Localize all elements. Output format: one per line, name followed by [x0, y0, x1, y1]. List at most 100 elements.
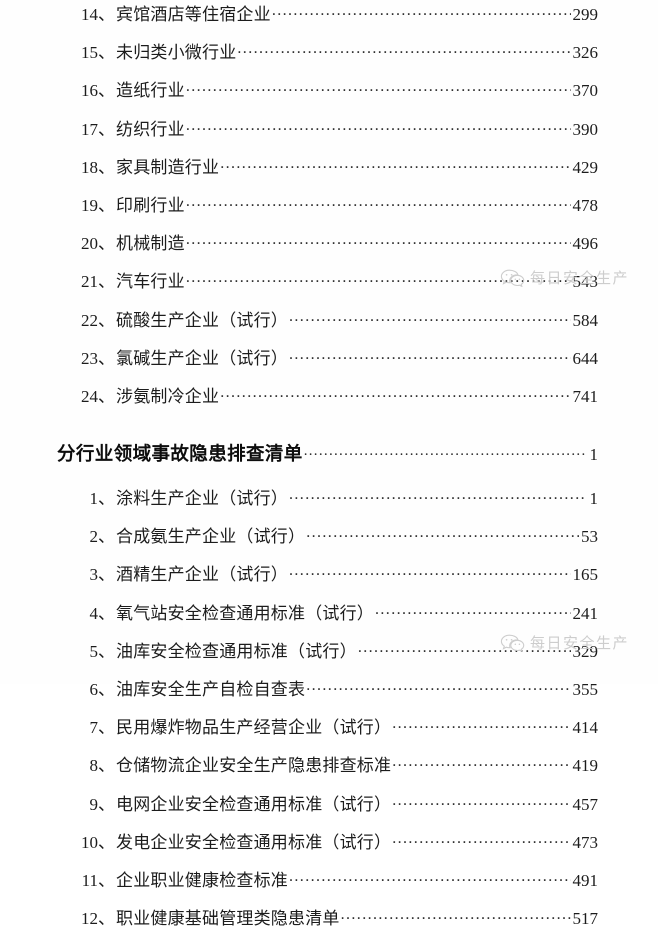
toc-entry-page: 543 — [572, 272, 599, 292]
toc-entry[interactable]: 17、纺织行业 390 — [0, 115, 658, 153]
toc-entry-label: 宾馆酒店等住宿企业 — [116, 5, 271, 24]
toc-entry[interactable]: 18、家具制造行业 429 — [0, 153, 658, 191]
toc-entry-page: 491 — [572, 870, 599, 890]
toc-section-heading[interactable]: 分行业领域事故隐患排查清单 1 — [0, 440, 658, 484]
dot-leader — [289, 564, 571, 580]
toc-entry-separator: 、 — [98, 718, 115, 738]
dot-leader — [289, 488, 586, 504]
dot-leader — [186, 233, 571, 249]
toc-entry-label: 氧气站安全检查通用标准（试行） — [116, 603, 374, 623]
dot-leader — [186, 271, 571, 287]
toc-entry[interactable]: 7、民用爆炸物品生产经营企业（试行） 414 — [0, 713, 658, 751]
toc-entry[interactable]: 20、机械制造 496 — [0, 229, 658, 267]
dot-leader — [392, 717, 570, 733]
toc-entry-page: 299 — [572, 5, 599, 24]
toc-entry[interactable]: 11、企业职业健康检查标准 491 — [0, 866, 658, 904]
toc-entry[interactable]: 5、油库安全检查通用标准（试行） 329 — [0, 637, 658, 675]
toc-entry-separator: 、 — [98, 81, 115, 101]
toc-entry-page: 165 — [572, 565, 599, 585]
toc-entry-separator: 、 — [98, 565, 115, 585]
dot-leader — [220, 386, 570, 402]
toc-entry[interactable]: 9、电网企业安全检查通用标准（试行） 457 — [0, 790, 658, 828]
dot-leader — [392, 832, 570, 848]
toc-entry[interactable]: 14、宾馆酒店等住宿企业 299 — [0, 0, 658, 38]
toc-entry-label: 涉氨制冷企业 — [116, 386, 220, 406]
toc-entry-number: 12 — [81, 909, 98, 929]
toc-entry-number: 16 — [81, 81, 98, 101]
toc-entry-label: 仓储物流企业安全生产隐患排查标准 — [116, 756, 392, 776]
dot-leader — [289, 348, 571, 364]
toc-entry-page: 741 — [572, 386, 599, 406]
toc-entry[interactable]: 21、汽车行业 543 — [0, 267, 658, 305]
toc-entry-label: 未归类小微行业 — [116, 43, 237, 63]
toc-entry-label: 合成氨生产企业（试行） — [116, 527, 306, 547]
toc-entry[interactable]: 24、涉氨制冷企业 741 — [0, 382, 658, 420]
dot-leader — [289, 310, 571, 326]
toc-entry-label: 汽车行业 — [116, 272, 185, 292]
toc-entry-page: 496 — [572, 234, 599, 254]
toc-entry-number: 21 — [81, 272, 98, 292]
toc-entry[interactable]: 6、油库安全生产自检自查表 355 — [0, 675, 658, 713]
toc-entry-separator: 、 — [98, 5, 115, 24]
section-spacer — [0, 420, 658, 440]
toc-entry-page: 457 — [572, 794, 599, 814]
toc-entry-number: 23 — [81, 348, 98, 368]
toc-continued-list: 14、宾馆酒店等住宿企业29915、未归类小微行业32616、造纸行业37017… — [0, 0, 658, 420]
toc-entry[interactable]: 15、未归类小微行业 326 — [0, 38, 658, 76]
toc-entry-separator: 、 — [98, 310, 115, 330]
toc-entry[interactable]: 23、氯碱生产企业（试行） 644 — [0, 344, 658, 382]
dot-leader — [392, 755, 570, 771]
toc-entry-number: 22 — [81, 310, 98, 330]
toc-entry-number: 2 — [89, 527, 99, 547]
toc-entry-label: 职业健康基础管理类隐患清单 — [116, 909, 340, 929]
toc-entry[interactable]: 22、硫酸生产企业（试行） 584 — [0, 306, 658, 344]
toc-entry-separator: 、 — [98, 870, 115, 890]
toc-entry-separator: 、 — [98, 756, 115, 776]
dot-leader — [304, 444, 586, 460]
toc-entry-number: 19 — [81, 195, 98, 215]
toc-entry[interactable]: 8、仓储物流企业安全生产隐患排查标准 419 — [0, 751, 658, 789]
toc-entry[interactable]: 12、职业健康基础管理类隐患清单 517 — [0, 904, 658, 942]
toc-entry-label: 涂料生产企业（试行） — [116, 489, 288, 509]
toc-entry-separator: 、 — [98, 527, 115, 547]
toc-entry-separator: 、 — [98, 794, 115, 814]
toc-entry[interactable]: 10、发电企业安全检查通用标准（试行） 473 — [0, 828, 658, 866]
toc-entry-separator: 、 — [98, 603, 115, 623]
dot-leader — [306, 679, 570, 695]
dot-leader — [220, 157, 570, 173]
toc-entry-separator: 、 — [98, 234, 115, 254]
toc-entry-number: 18 — [81, 157, 98, 177]
toc-entry-label: 氯碱生产企业（试行） — [116, 348, 288, 368]
toc-entry-separator: 、 — [98, 680, 115, 699]
toc-entry-page: 53 — [581, 527, 598, 547]
toc-entry-separator: 、 — [98, 909, 115, 929]
toc-entry-number: 15 — [81, 43, 98, 63]
toc-entry-page: 326 — [572, 43, 599, 63]
toc-entry[interactable]: 16、造纸行业 370 — [0, 76, 658, 114]
toc-entry-separator: 、 — [98, 195, 115, 215]
toc-entry-number: 14 — [81, 5, 98, 24]
toc-entry-number: 10 — [81, 832, 98, 852]
toc-entry-separator: 、 — [98, 489, 115, 509]
toc-entry-number: 11 — [81, 870, 98, 890]
toc-entry-page: 1 — [589, 489, 599, 509]
toc-entry[interactable]: 1、涂料生产企业（试行）1 — [0, 484, 658, 522]
toc-entry-separator: 、 — [98, 157, 115, 177]
toc-entry[interactable]: 3、酒精生产企业（试行） 165 — [0, 560, 658, 598]
toc-entry-number: 17 — [81, 119, 98, 139]
toc-entry[interactable]: 2、合成氨生产企业（试行） 53 — [0, 522, 658, 560]
toc-entry-label: 油库安全检查通用标准（试行） — [116, 641, 357, 661]
toc-entry-label: 电网企业安全检查通用标准（试行） — [116, 794, 392, 814]
toc-entry[interactable]: 4、氧气站安全检查通用标准（试行） 241 — [0, 599, 658, 637]
toc-entry-page: 517 — [572, 909, 599, 929]
toc-section-heading-label: 分行业领域事故隐患排查清单 — [57, 445, 303, 466]
toc-entry-label: 油库安全生产自检自查表 — [116, 680, 306, 699]
toc-entry[interactable]: 19、印刷行业 478 — [0, 191, 658, 229]
toc-entry-number: 8 — [89, 756, 99, 776]
toc-entry-label: 家具制造行业 — [116, 157, 220, 177]
dot-leader — [358, 641, 571, 657]
dot-leader — [341, 908, 571, 924]
toc-entry-separator: 、 — [98, 386, 115, 406]
toc-entry-page: 478 — [572, 195, 599, 215]
toc-entry-label: 硫酸生产企业（试行） — [116, 310, 288, 330]
